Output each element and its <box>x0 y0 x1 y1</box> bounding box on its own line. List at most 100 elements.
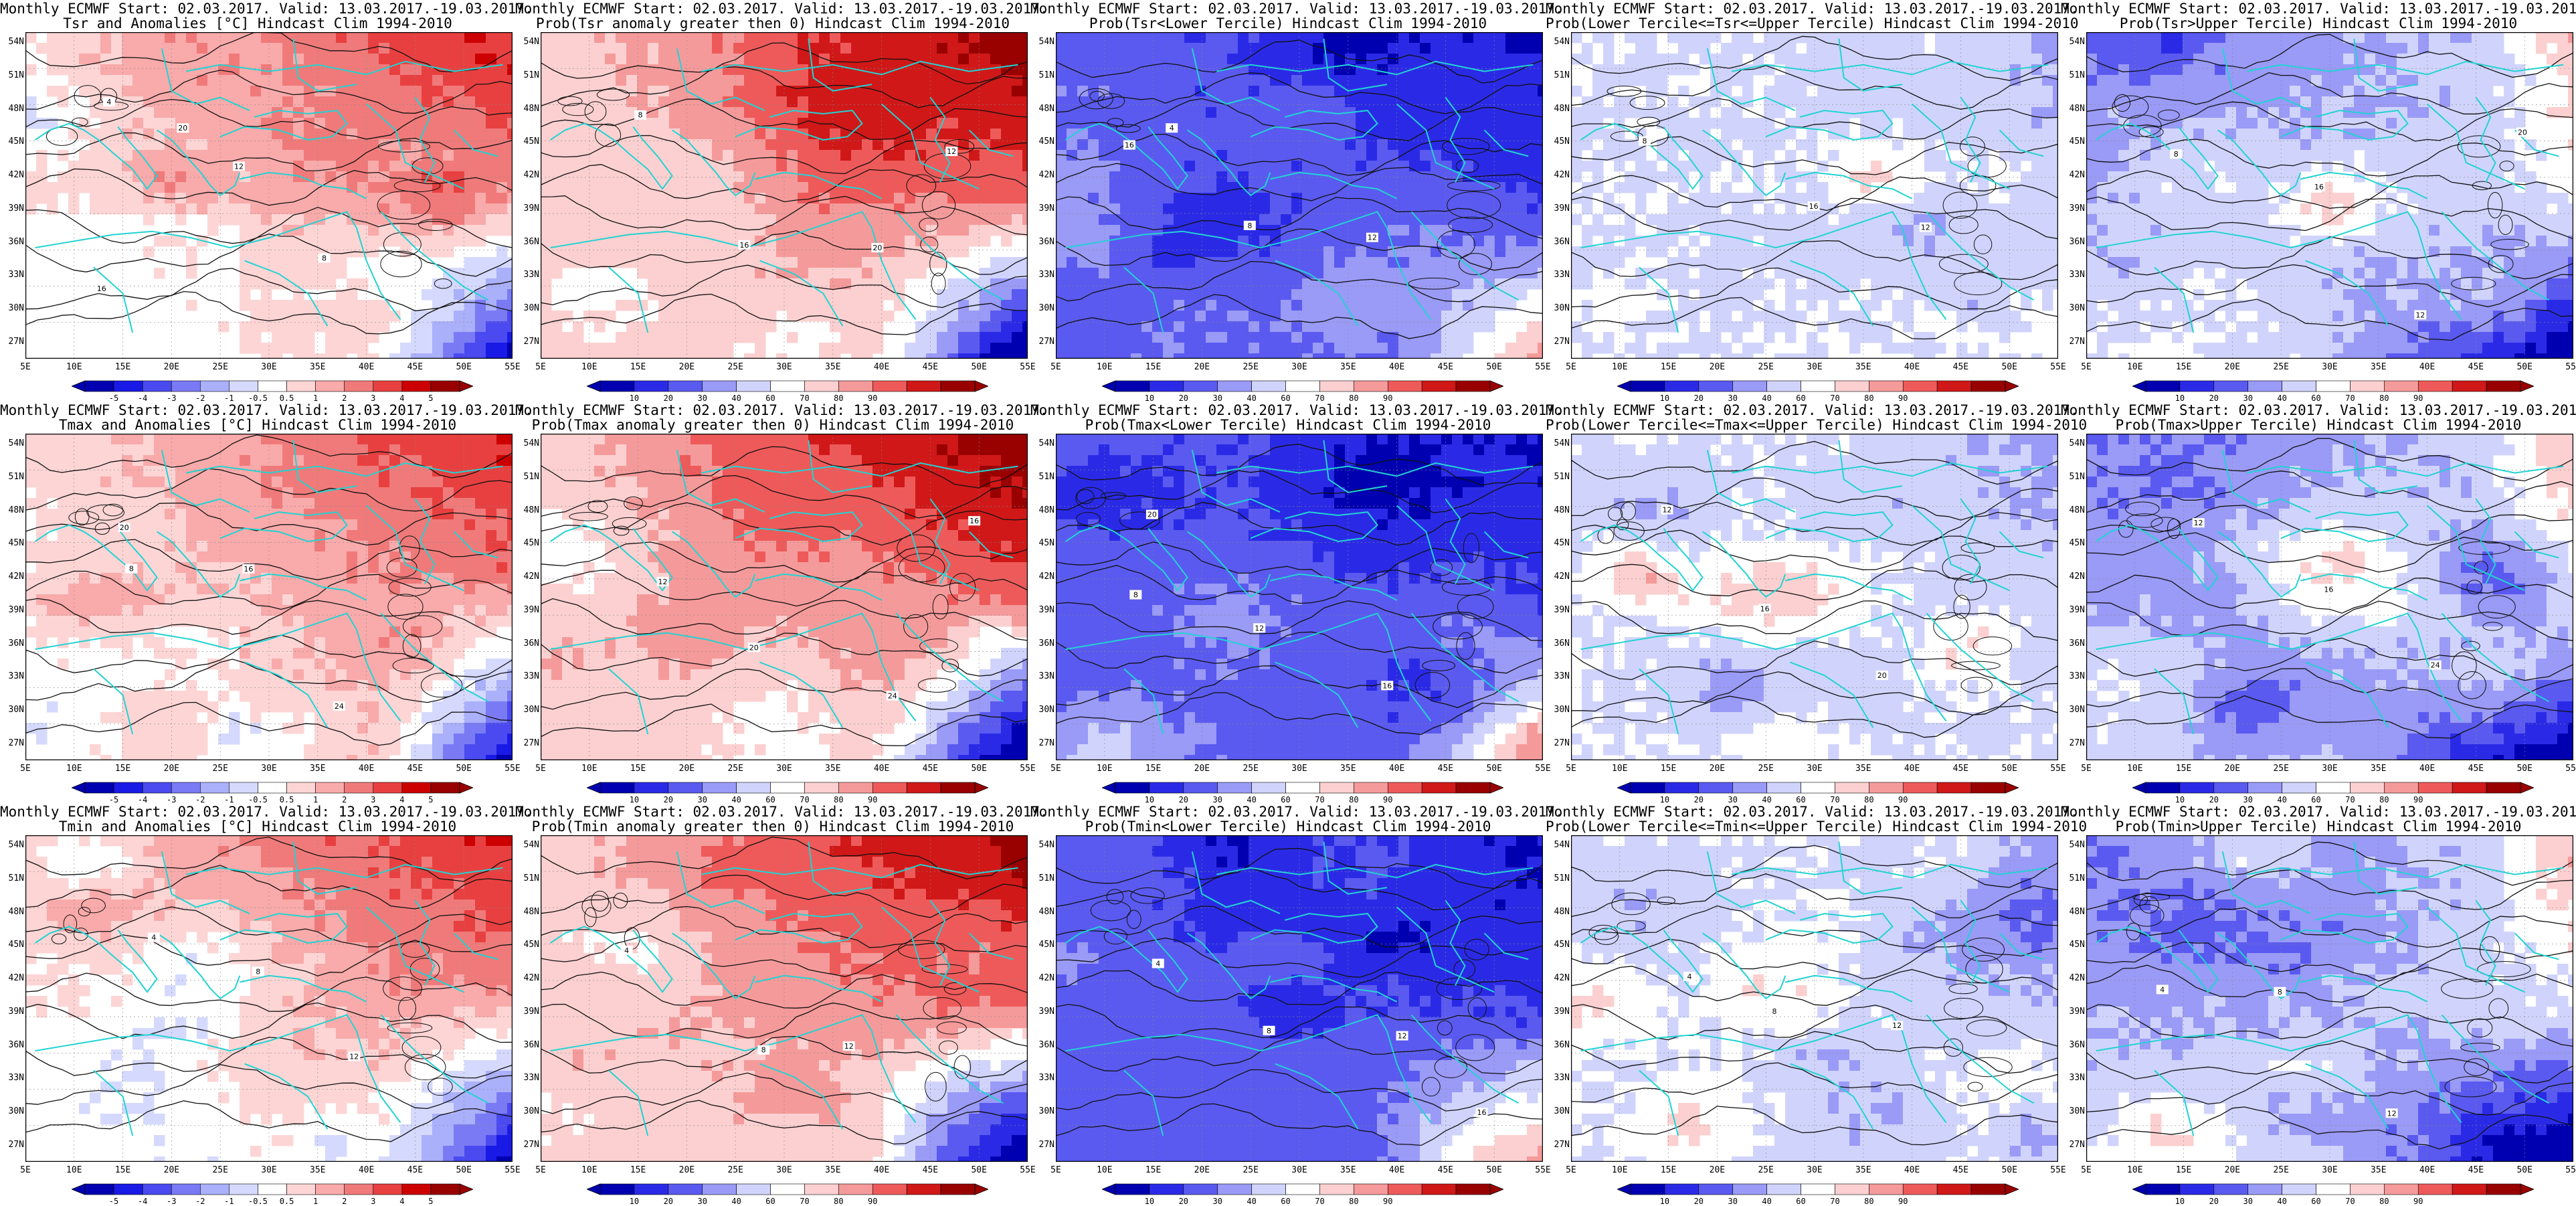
latitude-label: 36N <box>2062 1040 2085 1050</box>
longitude-label: 35E <box>1855 1165 1871 1175</box>
panel-title-line2: Prob(Tmin anomaly greater then 0) Hindca… <box>515 819 1030 834</box>
longitude-label: 35E <box>310 1165 325 1175</box>
latitude-label: 33N <box>2062 1073 2085 1083</box>
colorbar-segment <box>316 782 345 793</box>
latitude-label: 48N <box>1547 104 1570 114</box>
colorbar-segment <box>114 1184 143 1195</box>
colorbar-max-arrow <box>460 381 473 392</box>
colorbar-segment <box>1869 782 1903 793</box>
colorbar-segment <box>2384 782 2418 793</box>
latitude-label: 51N <box>2062 70 2085 80</box>
contour-label: 4 <box>624 946 629 955</box>
latitude-label: 42N <box>1 170 24 180</box>
latitude-label: 45N <box>517 538 539 548</box>
latitude-label: 42N <box>1547 572 1570 582</box>
colorbar-segment <box>872 782 907 793</box>
longitude-label: 15E <box>1145 362 1161 372</box>
panel-title-line2: Prob(Tsr>Upper Tercile) Hindcast Clim 19… <box>2061 16 2576 31</box>
latitude-label: 48N <box>1 104 24 114</box>
colorbar-segment <box>1149 1184 1184 1195</box>
colorbar-segment <box>941 782 975 793</box>
longitude-label: 45E <box>1438 764 1453 774</box>
contour-label: 4 <box>2160 985 2165 994</box>
longitude-label: 45E <box>2468 1165 2484 1175</box>
longitude-label: 50E <box>2516 764 2532 774</box>
colorbar-segment <box>1937 782 1971 793</box>
latitude-label: 39N <box>1547 203 1570 213</box>
latitude-label: 48N <box>1032 505 1054 515</box>
colorbar-segment <box>431 782 460 793</box>
longitude-label: 10E <box>581 362 597 372</box>
longitude-label: 25E <box>727 1165 743 1175</box>
contour-label: 4 <box>106 98 111 106</box>
contour-label: 20 <box>872 244 882 252</box>
longitude-label: 25E <box>1758 764 1773 774</box>
colorbar-segment <box>402 1184 431 1195</box>
latitude-label: 45N <box>1 538 24 548</box>
longitude-label: 45E <box>1953 362 1968 372</box>
colorbar-segment <box>2418 1184 2452 1195</box>
longitude-label: 15E <box>2176 764 2191 774</box>
colorbar-segment <box>287 782 316 793</box>
panel-title-line1: Monthly ECMWF Start: 02.03.2017. Valid: … <box>1030 1 1546 16</box>
colorbar-segment <box>1665 1184 1699 1195</box>
colorbar-min-arrow <box>1617 782 1631 793</box>
colorbar-segment <box>1903 782 1937 793</box>
contour-label: 8 <box>1133 591 1138 600</box>
contour-label: 12 <box>349 1052 359 1061</box>
colorbar-segment <box>402 381 431 392</box>
panel-title-line1: Monthly ECMWF Start: 02.03.2017. Valid: … <box>515 403 1030 418</box>
longitude-label: 35E <box>1855 764 1871 774</box>
latitude-label: 39N <box>517 1007 539 1017</box>
colorbar-segment <box>1422 1184 1456 1195</box>
longitude-label: 40E <box>874 1165 889 1175</box>
longitude-label: 30E <box>1291 362 1307 372</box>
longitude-label: 35E <box>2371 1165 2386 1175</box>
latitude-label: 42N <box>1032 973 1054 983</box>
colorbar-min-arrow <box>1102 782 1115 793</box>
colorbar-segment <box>287 1184 316 1195</box>
latitude-label: 27N <box>2062 738 2085 748</box>
latitude-label: 51N <box>1032 873 1054 883</box>
colorbar-segment <box>2214 782 2248 793</box>
latitude-label: 45N <box>1032 538 1054 548</box>
colorbar-max-arrow <box>975 782 988 793</box>
latitude-label: 27N <box>1 337 24 347</box>
latitude-label: 42N <box>517 973 539 983</box>
colorbar-max-arrow <box>2005 381 2019 392</box>
map-panel-tsr-prob-middle: Monthly ECMWF Start: 02.03.2017. Valid: … <box>1546 0 2061 402</box>
map-panel-tmin-prob-upper: Monthly ECMWF Start: 02.03.2017. Valid: … <box>2061 803 2576 1205</box>
contour-label: 12 <box>947 147 956 156</box>
colorbar <box>2132 380 2534 392</box>
panel-title-line1: Monthly ECMWF Start: 02.03.2017. Valid: … <box>2061 804 2576 819</box>
latitude-label: 39N <box>517 203 539 213</box>
latitude-label: 45N <box>1547 538 1570 548</box>
colorbar-segment <box>1319 1184 1354 1195</box>
contour-label: 12 <box>1398 1032 1407 1041</box>
colorbar-segment <box>2452 381 2486 392</box>
colorbar-segment <box>1218 381 1252 392</box>
colorbar-segment <box>373 381 402 392</box>
longitude-label: 45E <box>1953 1165 1968 1175</box>
colorbar-segment <box>1354 782 1388 793</box>
colorbar-segment <box>2248 1184 2282 1195</box>
colorbar-segment <box>1218 782 1252 793</box>
colorbar-segment <box>143 782 171 793</box>
contour-label: 12 <box>2194 519 2203 527</box>
colorbar-segment <box>2180 1184 2214 1195</box>
latitude-label: 36N <box>1547 638 1570 649</box>
longitude-label: 55E <box>2565 764 2576 774</box>
longitude-label: 50E <box>971 1165 986 1175</box>
latitude-label: 36N <box>1032 638 1054 649</box>
longitude-label: 50E <box>456 1165 471 1175</box>
longitude-label: 10E <box>581 1165 597 1175</box>
longitude-label: 45E <box>2468 764 2484 774</box>
panel-title-line1: Monthly ECMWF Start: 02.03.2017. Valid: … <box>1546 403 2061 418</box>
colorbar-segment <box>804 1184 838 1195</box>
colorbar-segment <box>1631 1184 1665 1195</box>
longitude-label: 45E <box>1438 1165 1453 1175</box>
